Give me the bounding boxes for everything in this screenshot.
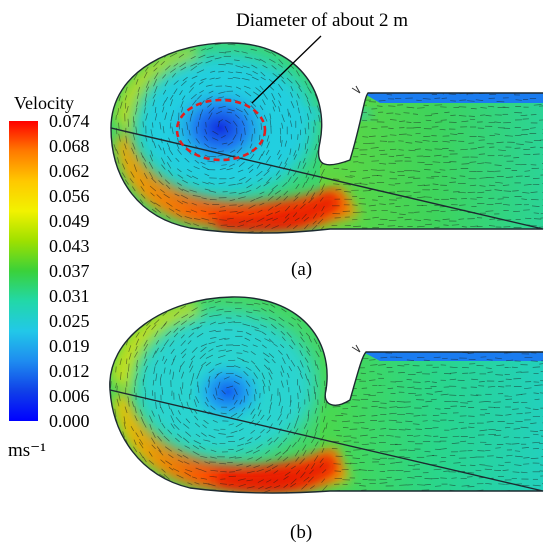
colorbar-tick-label: 0.031 [49, 286, 90, 306]
colorbar-tick-label: 0.074 [49, 111, 90, 131]
colorbar-tick-label: 0.056 [49, 186, 90, 206]
colorbar-title: Velocity [14, 93, 74, 113]
panel-a-flow [110, 35, 544, 234]
colorbar-tick-label: 0.012 [49, 361, 90, 381]
colorbar-tick-label: 0.068 [49, 136, 90, 156]
colorbar-tick-label: 0.062 [49, 161, 90, 181]
colorbar [9, 121, 38, 421]
panel-b-label: (b) [290, 522, 313, 543]
colorbar-tick-label: 0.000 [49, 411, 90, 431]
panel-b-flow [109, 296, 544, 494]
colorbar-tick-label: 0.006 [49, 386, 90, 406]
colorbar-tick-label: 0.043 [49, 236, 90, 256]
colorbar-unit: ms⁻¹ [8, 440, 46, 461]
colorbar-tick-label: 0.049 [49, 211, 90, 231]
colorbar-tick-label: 0.019 [49, 336, 90, 356]
colorbar-tick-label: 0.025 [49, 311, 90, 331]
annotation-leader-line [251, 35, 322, 104]
colorbar-tick-label: 0.037 [49, 261, 90, 281]
panel-a-label: (a) [291, 259, 313, 280]
diameter-annotation: Diameter of about 2 m [236, 10, 409, 31]
vortex-diameter-circle [175, 98, 267, 162]
